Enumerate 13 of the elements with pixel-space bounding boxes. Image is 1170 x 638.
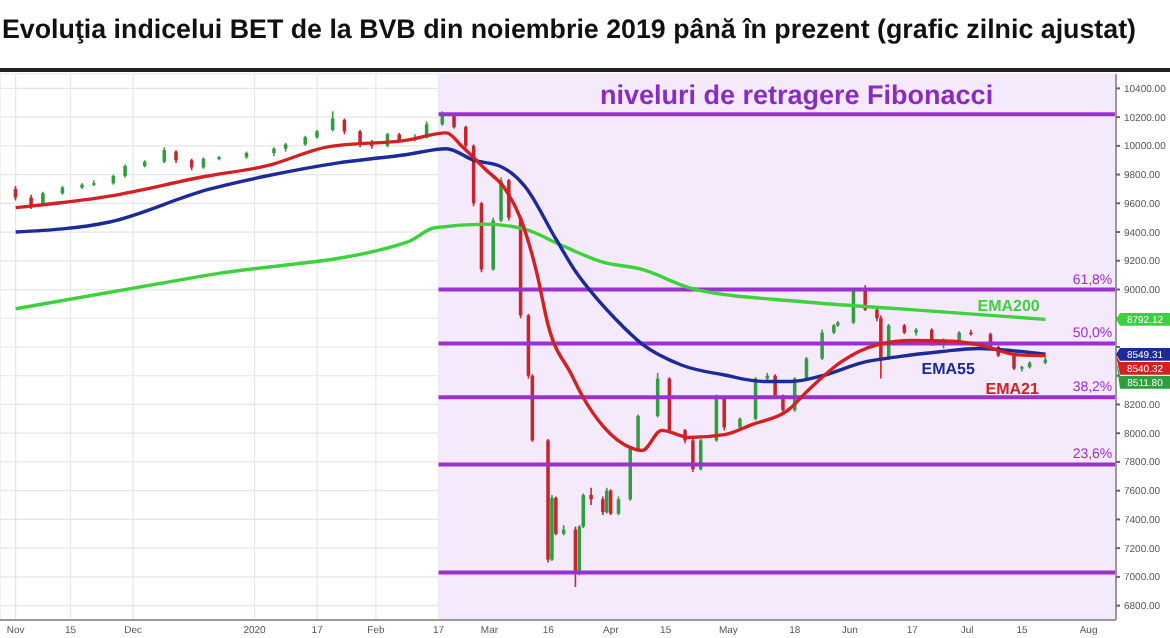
- candlestick: [914, 327, 918, 337]
- series-label: EMA200: [977, 297, 1041, 316]
- candlestick: [601, 495, 605, 516]
- candlestick: [589, 487, 593, 506]
- candlestick: [636, 413, 640, 452]
- series-label: EMA21: [985, 379, 1040, 398]
- line-series: [13, 147, 1048, 384]
- candlestick: [604, 487, 609, 515]
- candlestick: [554, 495, 558, 537]
- chart-title: Evoluţia indicelui BET de la BVB din noiembrie 2019 până în prezent (grafic zilnic ajustat): [0, 0, 1170, 72]
- annotation: niveluri de retragere Fibonacci: [600, 80, 994, 110]
- line-series: [13, 222, 1048, 322]
- series-label: EMA55: [921, 360, 976, 379]
